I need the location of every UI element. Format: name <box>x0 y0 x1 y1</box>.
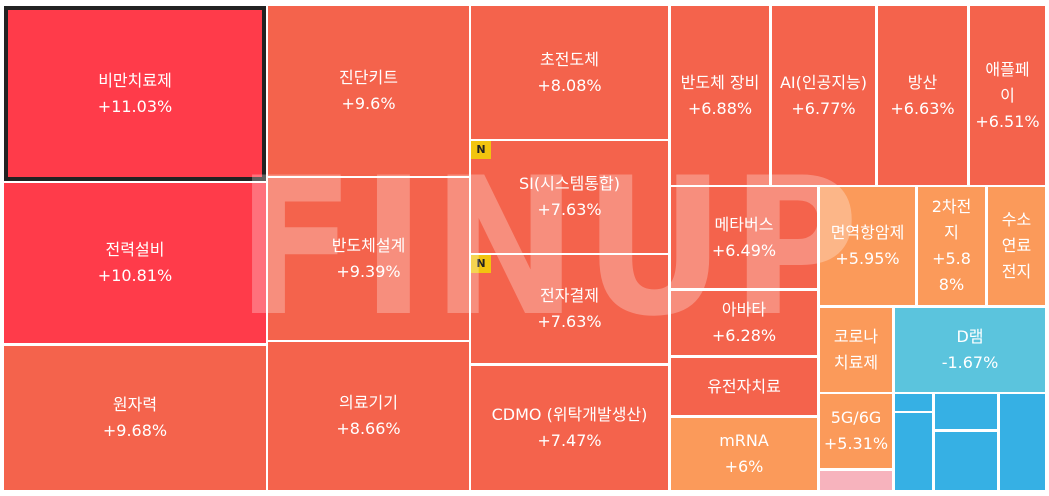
new-badge: N <box>471 255 491 273</box>
tile-label: 방산 <box>907 72 938 92</box>
tile-change: +7.63% <box>537 200 602 219</box>
treemap-tile[interactable] <box>1000 394 1045 490</box>
tile-label: 연료 <box>1001 236 1032 255</box>
tile-label: 원자력 <box>112 395 158 414</box>
treemap-tile[interactable]: 진단키트 +9.6% <box>268 6 469 176</box>
tile-change: +5.8 <box>932 249 971 268</box>
tile-change: +5.31% <box>823 434 889 453</box>
treemap-tile[interactable] <box>895 394 932 411</box>
treemap-tile[interactable]: mRNA +6% <box>671 418 817 490</box>
tile-change: +6.28% <box>711 326 777 345</box>
treemap-tile[interactable]: 비만치료제 +11.03% <box>4 6 266 181</box>
tile-change: +6.77% <box>791 98 856 118</box>
tile-change: +6.49% <box>711 240 777 260</box>
tile-label: 초전도체 <box>540 49 599 69</box>
tile-label: 지 <box>944 223 959 242</box>
tile-label: D램 <box>956 327 984 346</box>
tile-label: 비만치료제 <box>98 70 172 90</box>
tile-label: 진단키트 <box>339 68 398 87</box>
tile-change: -1.67% <box>941 353 999 372</box>
treemap-tile[interactable]: 전자결제 +7.63% N <box>471 255 668 363</box>
tile-change: +7.63% <box>537 312 602 331</box>
tile-change: 8% <box>938 275 965 294</box>
treemap-tile[interactable]: D램 -1.67% <box>895 308 1045 392</box>
treemap-tile[interactable] <box>935 394 997 429</box>
treemap-tile[interactable] <box>935 432 997 490</box>
tile-change: +10.81% <box>97 266 173 285</box>
tile-label: 수소 <box>1001 210 1032 229</box>
treemap-tile[interactable]: AI(인공지능) +6.77% <box>772 6 875 185</box>
treemap-tile[interactable] <box>895 413 932 490</box>
tile-change: +6.63% <box>890 98 955 118</box>
treemap-tile[interactable]: SI(시스템통합) +7.63% N <box>471 141 668 253</box>
tile-change: +9.68% <box>102 421 168 440</box>
tile-label: 전력설비 <box>105 240 165 259</box>
tile-change: +9.39% <box>336 262 401 281</box>
tile-change: +6.51% <box>975 111 1040 131</box>
tile-label: 면역항암제 <box>830 223 905 242</box>
tile-change: +8.08% <box>537 75 602 95</box>
treemap-tile[interactable]: 반도체 장비 +6.88% <box>671 6 769 185</box>
tile-change: +6% <box>724 457 764 476</box>
treemap-tile[interactable]: CDMO (위탁개발생산) +7.47% <box>471 366 668 490</box>
tile-label: 코로나 <box>833 327 879 346</box>
treemap-tile[interactable]: 원자력 +9.68% <box>4 346 266 490</box>
treemap-tile[interactable]: 전력설비 +10.81% <box>4 183 266 343</box>
treemap-tile[interactable]: 방산 +6.63% <box>878 6 967 185</box>
treemap-tile[interactable]: 5G/6G +5.31% <box>820 394 892 468</box>
tile-label: 치료제 <box>833 353 879 372</box>
treemap-tile[interactable]: 유전자치료 <box>671 358 817 415</box>
tile-label: 2차전 <box>931 197 972 216</box>
tile-label: 유전자치료 <box>707 376 781 396</box>
tile-change: +7.47% <box>537 431 602 450</box>
tile-change: +6.88% <box>687 98 753 118</box>
tile-label: 아바타 <box>721 300 767 319</box>
tile-label: SI(시스템통합) <box>519 174 620 193</box>
treemap-tile[interactable] <box>820 471 892 490</box>
treemap-tile[interactable]: 초전도체 +8.08% <box>471 6 668 139</box>
treemap-tile[interactable]: 메타버스 +6.49% <box>671 187 817 288</box>
tile-change: +8.66% <box>336 419 401 438</box>
tile-label: AI(인공지능) <box>779 72 868 92</box>
tile-label: 반도체 장비 <box>680 72 760 92</box>
treemap-tile[interactable]: 아바타 +6.28% <box>671 291 817 355</box>
tile-label: mRNA <box>719 431 769 450</box>
tile-label: 애플페 <box>985 59 1030 79</box>
tile-label: 이 <box>1000 85 1015 105</box>
new-badge: N <box>471 141 491 159</box>
tile-label: 전자결제 <box>540 286 599 305</box>
tile-label: CDMO (위탁개발생산) <box>491 405 648 424</box>
tile-label: 전지 <box>1001 262 1032 281</box>
tile-label: 5G/6G <box>830 408 882 427</box>
tile-change: +11.03% <box>97 96 173 116</box>
tile-label: 반도체설계 <box>331 236 406 255</box>
treemap-tile[interactable]: 면역항암제 +5.95% <box>820 187 915 305</box>
tile-change: +9.6% <box>341 94 396 113</box>
treemap-tile[interactable]: 반도체설계 +9.39% <box>268 178 469 340</box>
tile-change: +5.95% <box>835 249 900 268</box>
tile-label: 메타버스 <box>714 214 774 234</box>
treemap-tile[interactable]: 의료기기 +8.66% <box>268 342 469 490</box>
tile-label: 의료기기 <box>339 393 398 412</box>
